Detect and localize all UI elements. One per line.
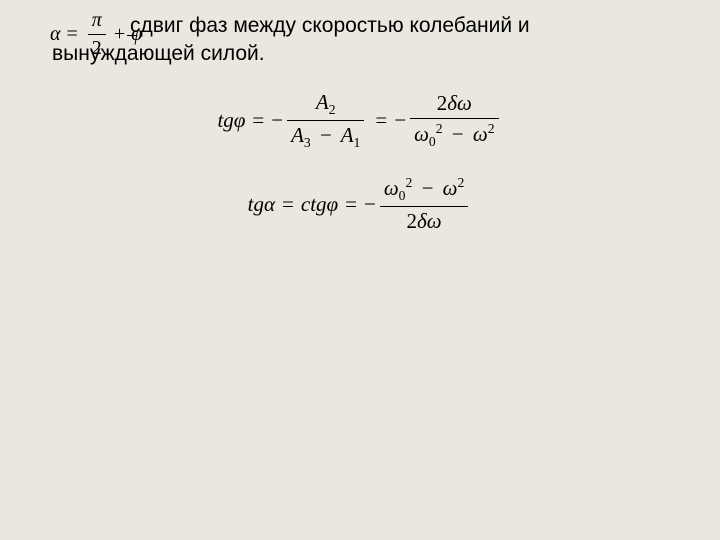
frac-w02minusw2-over-2deltaomega: ω02 − ω2 2δω bbox=[380, 175, 468, 234]
frac-A2-over-A3minusA1: A2 A3 − A1 bbox=[287, 90, 364, 151]
ctg-phi: ctgφ bbox=[301, 192, 338, 217]
description-line1: сдвиг фаз между скоростью колебаний и bbox=[130, 14, 530, 38]
tg-phi-lhs: tgφ bbox=[217, 108, 245, 133]
frac-2deltaomega-over-w02minusw2: 2δω ω02 − ω2 bbox=[410, 91, 498, 150]
equation-tg-alpha: tgα = ctgφ = − ω02 − ω2 2δω bbox=[0, 175, 720, 234]
equation-tg-phi: tgφ = − A2 A3 − A1 = − 2δω ω02 − ω2 bbox=[0, 90, 720, 151]
description-line2: вынуждающей силой. bbox=[52, 42, 265, 66]
tg-alpha-lhs: tgα bbox=[248, 192, 275, 217]
